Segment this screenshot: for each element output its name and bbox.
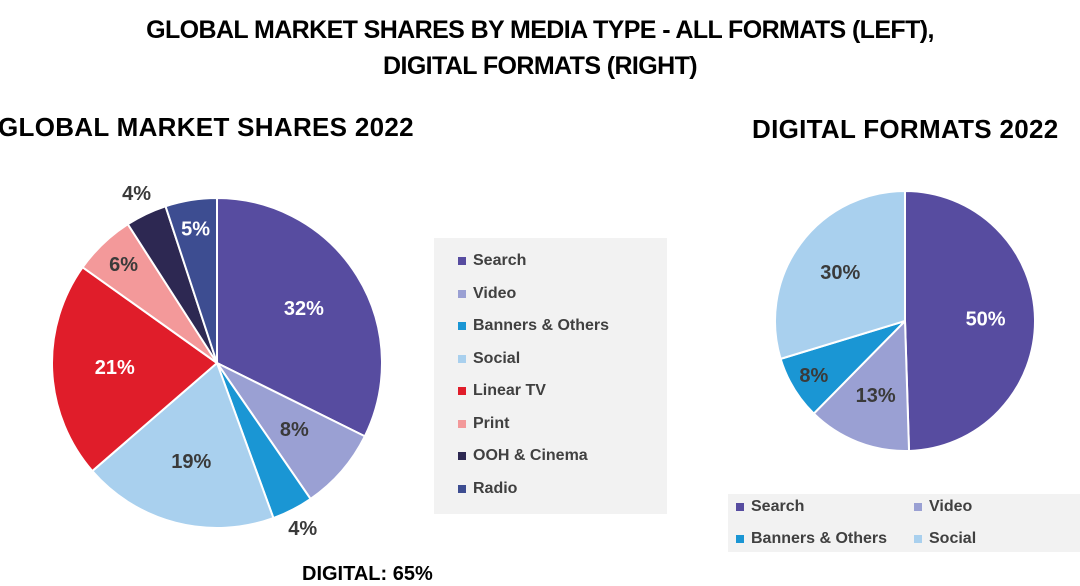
left-legend-label-linear-tv: Linear TV (473, 382, 546, 399)
left-legend-swatch-social (458, 354, 466, 363)
left-legend-item-social: Social (458, 350, 520, 368)
left-legend-label-social: Social (473, 349, 521, 367)
digital-annotation: DIGITAL: 65% (302, 563, 433, 585)
right-legend-item-banners-and-others: Banners & Others (736, 530, 887, 548)
main-title-line-2: DIGITAL FORMATS (RIGHT) (383, 52, 698, 80)
left-pie-slice-search (216, 196, 383, 438)
right-legend-swatch-video (914, 503, 922, 511)
left-legend-swatch-banners-and-others (458, 322, 466, 330)
left-pie-label-search: 32% (284, 298, 324, 320)
left-pie-label-radio: 5% (181, 218, 210, 240)
right-pie-label-search: 50% (966, 309, 1006, 331)
left-legend-label-print: Print (473, 414, 510, 432)
left-legend-label-banners-and-others: Banners & Others (473, 317, 610, 334)
right-legend-label-video: Video (929, 498, 973, 515)
right-pie-slice-social (774, 189, 906, 361)
left-pie-label-print: 6% (109, 254, 138, 276)
right-legend-label-social: Social (929, 530, 977, 547)
right-chart-title: DIGITAL FORMATS 2022 (752, 114, 1059, 144)
left-legend-item-ooh-and-cinema: OOH & Cinema (458, 447, 588, 465)
left-legend-item-banners-and-others: Banners & Others (458, 317, 609, 335)
left-pie-slice-radio (164, 196, 218, 364)
left-legend-swatch-video (458, 289, 466, 298)
right-legend-label-banners-and-others: Banners & Others (751, 530, 888, 547)
left-legend-swatch-print (458, 419, 466, 428)
right-pie-slice-video (812, 318, 911, 452)
right-legend-swatch-social (914, 535, 922, 543)
left-legend-item-print: Print (458, 415, 509, 433)
left-pie-label-banners-and-others: 4% (288, 518, 317, 540)
right-pie-slice-search (904, 189, 1036, 452)
left-pie-label-social: 19% (171, 451, 211, 473)
right-legend-item-search: Search (736, 498, 804, 516)
left-legend-item-radio: Radio (458, 480, 517, 498)
left-legend-label-ooh-and-cinema: OOH & Cinema (473, 447, 588, 464)
left-legend-item-linear-tv: Linear TV (458, 382, 546, 400)
right-legend: Search Video Banners & Others Social (728, 494, 1080, 552)
right-legend-item-social: Social (914, 530, 976, 548)
left-legend-label-video: Video (473, 284, 517, 302)
right-legend-swatch-banners-and-others (736, 535, 744, 543)
right-pie-label-social: 30% (820, 262, 860, 284)
right-legend-item-video: Video (914, 498, 972, 516)
left-legend-swatch-search (458, 257, 466, 265)
left-chart-title: GLOBAL MARKET SHARES 2022 (0, 112, 414, 142)
left-legend-swatch-linear-tv (458, 387, 466, 395)
left-legend-label-search: Search (473, 252, 527, 269)
right-pie-label-banners-and-others: 8% (799, 365, 828, 387)
left-legend-swatch-ooh-and-cinema (458, 452, 466, 460)
left-legend: Search Video Banners & Others Social Linear … (434, 238, 667, 514)
left-pie-slice-linear-tv (51, 265, 219, 473)
left-pie-label-ooh-and-cinema: 4% (122, 183, 151, 205)
right-legend-swatch-search (736, 503, 744, 511)
left-pie-label-linear-tv: 21% (95, 357, 135, 379)
left-legend-item-video: Video (458, 285, 516, 303)
left-pie-label-video: 8% (280, 419, 309, 441)
right-pie-label-video: 13% (856, 385, 896, 407)
right-legend-label-search: Search (751, 498, 805, 515)
left-legend-item-search: Search (458, 252, 526, 270)
left-legend-swatch-radio (458, 484, 466, 493)
main-title-line-1: GLOBAL MARKET SHARES BY MEDIA TYPE - ALL… (146, 16, 934, 44)
left-legend-label-radio: Radio (473, 479, 518, 497)
left-pie-slice-social (90, 361, 275, 529)
